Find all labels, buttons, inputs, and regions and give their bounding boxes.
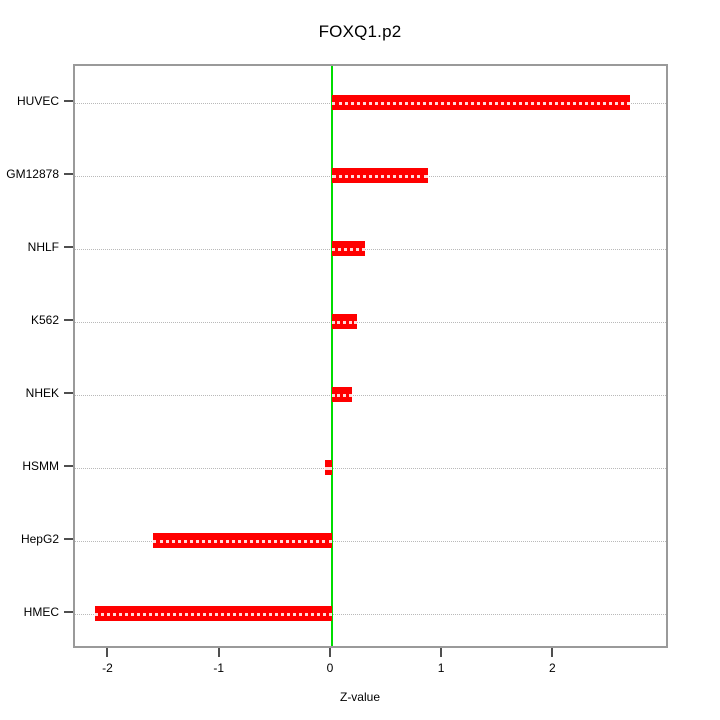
x-tick-label: 1 [437, 661, 445, 675]
bar [325, 460, 332, 475]
gridline [75, 467, 666, 469]
bar [331, 168, 428, 183]
y-tick-label: NHLF [27, 239, 59, 254]
bar-texture [331, 393, 352, 397]
bar-texture [152, 539, 332, 543]
y-tick-mark [64, 318, 73, 321]
x-axis: Z-value -2 -1 0 1 2 [0, 648, 720, 720]
y-tick-label: GM12878 [6, 166, 59, 181]
y-tick-mark [64, 464, 73, 467]
bar-texture [325, 466, 332, 470]
gridline [75, 394, 666, 396]
y-tick-mark [64, 391, 73, 394]
bar [331, 241, 366, 256]
bar [152, 533, 332, 548]
y-tick-mark [64, 537, 73, 540]
y-tick-mark [64, 245, 73, 248]
y-tick-label: NHEK [25, 385, 59, 400]
gridline [75, 248, 666, 250]
bar-texture [95, 612, 332, 616]
x-tick-mark [328, 648, 331, 657]
bar-texture [331, 101, 630, 105]
y-tick-mark [64, 99, 73, 102]
y-tick-label: HepG2 [20, 531, 59, 546]
bar [95, 606, 332, 621]
y-tick-label: K562 [30, 312, 59, 327]
bar-texture [331, 174, 428, 178]
x-tick-mark [551, 648, 554, 657]
gridline [75, 321, 666, 323]
y-tick-label: HUVEC [16, 93, 59, 108]
chart-title: FOXQ1.p2 [318, 22, 402, 41]
gridline [75, 540, 666, 542]
x-axis-title: Z-value [339, 690, 380, 704]
bar [331, 95, 630, 110]
y-axis: HUVEC GM12878 NHLF K562 NHEK HSMM HepG2 HMEC [0, 0, 73, 720]
bar-texture [331, 320, 358, 324]
x-tick-label: 2 [548, 661, 556, 675]
x-tick-label: 0 [326, 661, 334, 675]
y-tick-mark [64, 610, 73, 613]
y-tick-mark [64, 172, 73, 175]
plot-panel [73, 64, 668, 648]
x-tick-mark [217, 648, 220, 657]
x-tick-mark [440, 648, 443, 657]
gridline [75, 613, 666, 615]
bar-texture [331, 247, 366, 251]
x-tick-label: -2 [102, 661, 113, 675]
zero-reference-line [330, 66, 333, 646]
x-tick-label: -1 [213, 661, 225, 675]
bar [331, 314, 358, 329]
x-tick-mark [106, 648, 109, 657]
bar [331, 387, 352, 402]
y-tick-label: HMEC [23, 604, 59, 619]
y-tick-label: HSMM [22, 458, 59, 473]
plot-area [75, 66, 666, 646]
